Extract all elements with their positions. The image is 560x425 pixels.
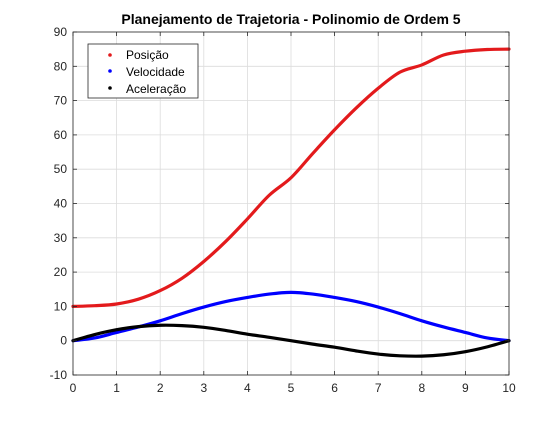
x-tick-label: 10 — [502, 381, 516, 395]
y-tick-label: 50 — [54, 162, 68, 176]
x-tick-label: 4 — [244, 381, 251, 395]
y-tick-label: 0 — [60, 334, 67, 348]
legend-marker-velocidade — [108, 69, 112, 73]
y-tick-label: 40 — [54, 197, 68, 211]
y-tick-label: 10 — [54, 299, 68, 313]
legend-label-aceleracao: Aceleração — [126, 82, 186, 96]
legend-label-posicao: Posição — [126, 48, 169, 62]
chart-title: Planejamento de Trajetoria - Polinomio d… — [121, 11, 460, 27]
legend: Posição Velocidade Aceleração — [87, 43, 199, 99]
legend-marker-aceleracao — [108, 86, 112, 90]
legend-box — [87, 43, 199, 99]
y-tick-label: 20 — [54, 265, 68, 279]
x-tick-label: 1 — [113, 381, 120, 395]
axis-ticks — [72, 31, 510, 376]
legend-marker-posicao — [108, 53, 112, 57]
series-lines — [71, 47, 511, 358]
x-tick-label: 6 — [331, 381, 338, 395]
series-line-posicao — [71, 47, 511, 308]
x-tick-label: 7 — [375, 381, 382, 395]
y-tick-label: 60 — [54, 128, 68, 142]
y-tick-label: 80 — [54, 59, 68, 73]
series-line-aceleracao — [71, 323, 511, 358]
x-tick-label: 2 — [157, 381, 164, 395]
x-tick-label: 9 — [462, 381, 469, 395]
legend-label-velocidade: Velocidade — [126, 65, 185, 79]
y-tick-label: 90 — [54, 25, 68, 39]
x-tick-label: 0 — [70, 381, 77, 395]
x-tick-label: 3 — [200, 381, 207, 395]
y-tick-label: 30 — [54, 231, 68, 245]
x-tick-label: 5 — [288, 381, 295, 395]
y-tick-label: -10 — [50, 368, 68, 382]
y-tick-label: 70 — [54, 94, 68, 108]
x-tick-label: 8 — [418, 381, 425, 395]
